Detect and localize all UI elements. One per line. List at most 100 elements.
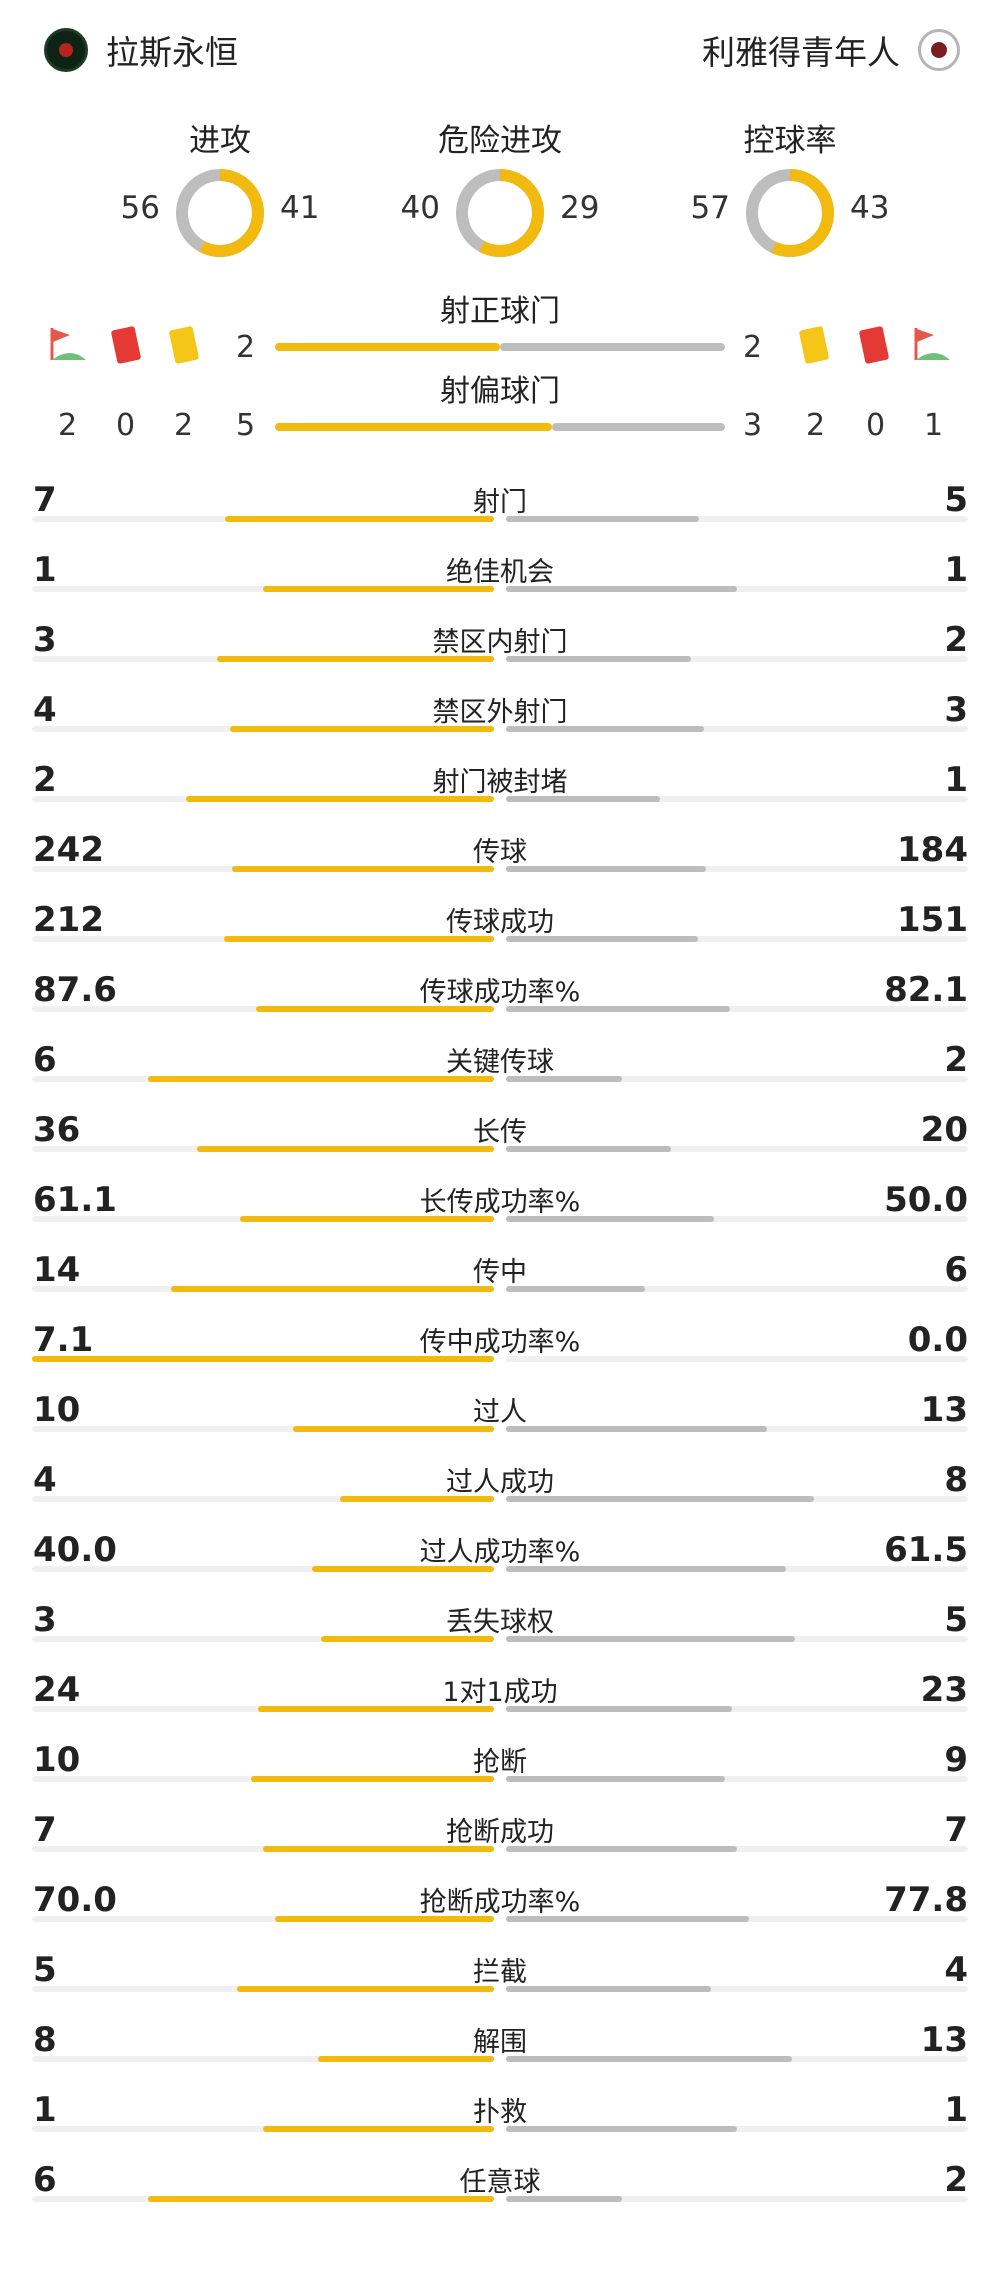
stat-away-track: [506, 1006, 968, 1012]
stat-away-track: [506, 1286, 968, 1292]
stat-away-track: [506, 1496, 968, 1502]
stat-away-bar: [506, 2056, 792, 2062]
stat-row: 24 1对1成功 23: [0, 1660, 1000, 1730]
stat-away-track: [506, 516, 968, 522]
stat-home-track: [32, 1706, 494, 1712]
stat-label: 过人: [473, 1397, 527, 1428]
away-team-name: 利雅得青年人: [702, 33, 900, 72]
stat-home-track: [32, 1986, 494, 1992]
stat-home-bar: [32, 1356, 494, 1362]
stat-label: 拦截: [473, 1957, 527, 1988]
stat-row: 6 任意球 2: [0, 2150, 1000, 2220]
stat-away-track: [506, 1986, 968, 1992]
stat-away-bar: [506, 1916, 750, 1922]
stat-label: 扑救: [473, 2097, 527, 2128]
red-card-icon: [859, 326, 889, 364]
stat-row: 3 禁区内射门 2: [0, 610, 1000, 680]
corner-flag-icon: [914, 328, 950, 360]
stat-home-track: [32, 1286, 494, 1292]
stat-away-bar: [506, 586, 737, 592]
stat-away-track: [506, 1076, 968, 1082]
stat-row: 7.1 传中成功率% 0.0: [0, 1310, 1000, 1380]
donut-ring: [746, 169, 834, 257]
stat-away-value: 4: [944, 1950, 968, 1990]
stat-home-track: [32, 1916, 494, 1922]
stat-home-bar: [258, 1706, 494, 1712]
stat-home-track: [32, 1356, 494, 1362]
stat-home-value: 10: [33, 1740, 81, 1780]
donut-home-value: 56: [120, 190, 160, 226]
stat-row: 87.6 传球成功率% 82.1: [0, 960, 1000, 1030]
stat-away-value: 77.8: [884, 1880, 968, 1920]
stat-home-value: 2: [33, 760, 57, 800]
yellow-card-icon: [799, 326, 829, 364]
stat-away-track: [506, 656, 968, 662]
stat-away-track: [506, 2126, 968, 2132]
stat-away-track: [506, 1216, 968, 1222]
stat-away-value: 61.5: [884, 1530, 968, 1570]
stat-home-value: 212: [33, 900, 104, 940]
stat-home-bar: [237, 1986, 494, 1992]
stat-row: 242 传球 184: [0, 820, 1000, 890]
away-yellow-cards: 2: [806, 408, 826, 443]
home-red-cards: 0: [116, 408, 136, 443]
stat-away-bar: [506, 796, 660, 802]
stat-away-value: 5: [944, 1600, 968, 1640]
stat-home-value: 4: [33, 1460, 57, 1500]
stat-away-value: 8: [944, 1460, 968, 1500]
stat-home-value: 7.1: [33, 1320, 94, 1360]
stat-away-value: 82.1: [884, 970, 968, 1010]
stat-home-track: [32, 586, 494, 592]
stat-away-value: 2: [944, 1040, 968, 1080]
stat-home-bar: [263, 2126, 494, 2132]
stat-row: 4 过人成功 8: [0, 1450, 1000, 1520]
stat-away-value: 5: [944, 480, 968, 520]
stat-away-track: [506, 1636, 968, 1642]
stat-home-bar: [170, 1286, 494, 1292]
stat-label: 禁区内射门: [432, 627, 568, 658]
stat-away-track: [506, 2196, 968, 2202]
stat-label: 任意球: [459, 2167, 541, 2198]
stat-away-bar: [506, 2196, 622, 2202]
stat-home-bar: [293, 1426, 494, 1432]
red-card-icon: [111, 326, 141, 364]
stat-home-value: 5: [33, 1950, 57, 1990]
stat-away-value: 50.0: [884, 1180, 968, 1220]
stat-home-bar: [230, 726, 494, 732]
home-team-header[interactable]: 拉斯永恒: [44, 22, 238, 78]
stat-home-value: 36: [33, 1110, 81, 1150]
stat-away-bar: [506, 1776, 725, 1782]
home-team-logo-icon: [44, 28, 88, 72]
stat-home-bar: [250, 1776, 494, 1782]
away-team-header[interactable]: 利雅得青年人: [702, 22, 960, 78]
stat-label: 射门被封堵: [432, 767, 568, 798]
stat-away-bar: [506, 1216, 714, 1222]
stat-away-value: 1: [944, 2090, 968, 2130]
stat-home-value: 1: [33, 2090, 57, 2130]
stat-row: 10 过人 13: [0, 1380, 1000, 1450]
stat-away-value: 151: [897, 900, 968, 940]
stat-home-value: 70.0: [33, 1880, 117, 1920]
stat-away-value: 184: [897, 830, 968, 870]
stat-row: 7 射门 5: [0, 470, 1000, 540]
stat-home-track: [32, 1006, 494, 1012]
donut-away-value: 41: [280, 190, 320, 226]
stat-home-track: [32, 2056, 494, 2062]
stat-label: 关键传球: [446, 1047, 554, 1078]
stat-away-track: [506, 1426, 968, 1432]
stat-away-bar: [506, 1986, 712, 1992]
stat-home-track: [32, 2196, 494, 2202]
possession-donut: 控球率 57 43: [670, 110, 910, 260]
attack-donut: 进攻 56 41: [100, 110, 340, 260]
stat-away-bar: [506, 726, 704, 732]
stat-row: 36 长传 20: [0, 1100, 1000, 1170]
stat-home-value: 6: [33, 1040, 57, 1080]
stat-away-bar: [506, 1706, 733, 1712]
stat-home-bar: [311, 1566, 494, 1572]
stat-row: 10 抢断 9: [0, 1730, 1000, 1800]
stat-away-value: 0.0: [907, 1320, 968, 1360]
stat-label: 过人成功率%: [419, 1537, 581, 1568]
stat-label: 长传: [473, 1117, 527, 1148]
stat-label: 抢断成功率%: [419, 1887, 581, 1918]
stat-away-track: [506, 1146, 968, 1152]
